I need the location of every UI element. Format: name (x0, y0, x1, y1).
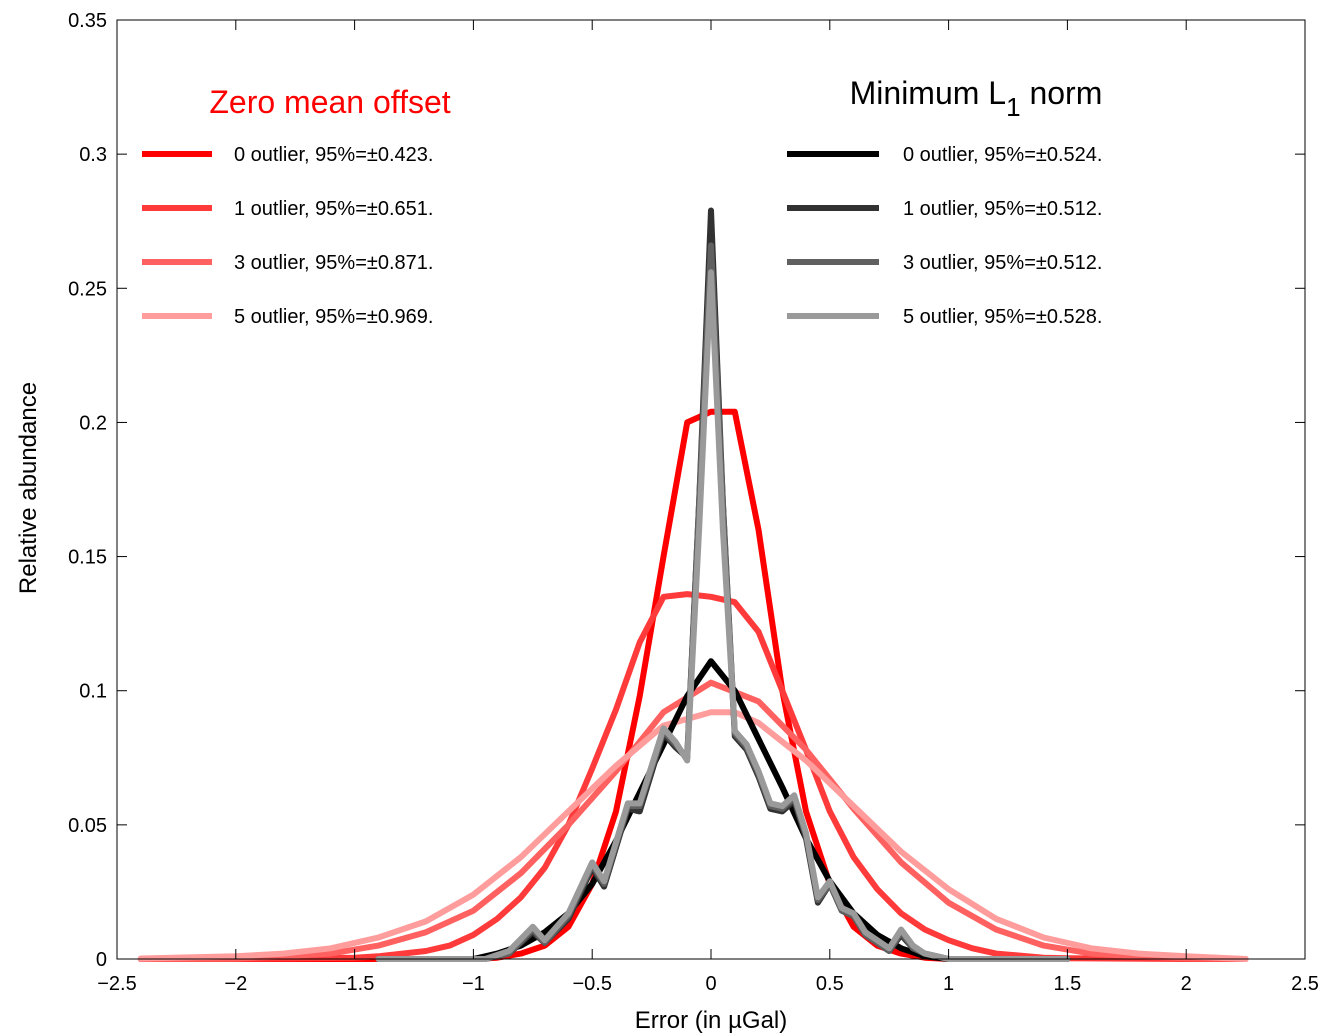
legend-right-title-main: Minimum L (850, 75, 1006, 111)
legend-label-left-2: 3 outlier, 95%=±0.871. (234, 252, 433, 274)
y-tick-label: 0.1 (79, 681, 107, 703)
legend-label-left-1: 1 outlier, 95%=±0.651. (234, 198, 433, 220)
x-tick-label: 0.5 (816, 973, 844, 995)
y-tick-label: 0 (96, 949, 107, 971)
legend-left-title: Zero mean offset (209, 84, 450, 120)
legend-label-right-2: 3 outlier, 95%=±0.512. (903, 252, 1102, 274)
x-tick-label: 1.5 (1053, 973, 1081, 995)
y-tick-label: 0.35 (68, 10, 107, 32)
x-tick-label: −0.5 (572, 973, 611, 995)
legend-label-right-0: 0 outlier, 95%=±0.524. (903, 144, 1102, 166)
series-line-right-7 (375, 269, 1071, 962)
series-line-left-3 (137, 709, 1249, 962)
x-tick-label: 0 (705, 973, 716, 995)
series-line-left-1 (137, 591, 1249, 962)
legend-layer: Zero mean offset Minimum L1 norm 0 outli… (142, 75, 1102, 328)
y-axis-label: Relative abundance (15, 382, 42, 594)
x-tick-label: 2.5 (1291, 973, 1319, 995)
legend-right-title: Minimum L1 norm (850, 75, 1103, 122)
x-tick-label: 2 (1181, 973, 1192, 995)
x-axis-label-prefix: Error (in (635, 1007, 728, 1034)
x-axis-label-unit: µGal) (728, 1007, 787, 1034)
x-tick-label: −1 (462, 973, 485, 995)
legend-label-left-3: 5 outlier, 95%=±0.969. (234, 306, 433, 328)
legend-right-title-subscript: 1 (1006, 92, 1020, 122)
y-tick-label: 0.25 (68, 278, 107, 300)
y-tick-label: 0.3 (79, 144, 107, 166)
x-axis-label: Error (in µGal) (635, 1007, 788, 1034)
series-line-left-2 (137, 679, 1249, 962)
series-layer (137, 207, 1249, 962)
y-tick-label: 0.2 (79, 412, 107, 434)
x-tick-label: −1.5 (335, 973, 374, 995)
x-tick-label: −2 (224, 973, 247, 995)
legend-label-right-3: 5 outlier, 95%=±0.528. (903, 306, 1102, 328)
x-tick-label: −2.5 (97, 973, 136, 995)
x-tick-label: 1 (943, 973, 954, 995)
y-tick-label: 0.05 (68, 815, 107, 837)
y-tick-label: 0.15 (68, 547, 107, 569)
legend-right-title-end: norm (1021, 75, 1103, 111)
legend-label-right-1: 1 outlier, 95%=±0.512. (903, 198, 1102, 220)
legend-label-left-0: 0 outlier, 95%=±0.423. (234, 144, 433, 166)
ticks-layer: −2.5 −2 −1.5 −1 −0.5 0 0.5 1 1.5 2 2.5 0 0.05 0.1 0.15… (68, 10, 1319, 995)
